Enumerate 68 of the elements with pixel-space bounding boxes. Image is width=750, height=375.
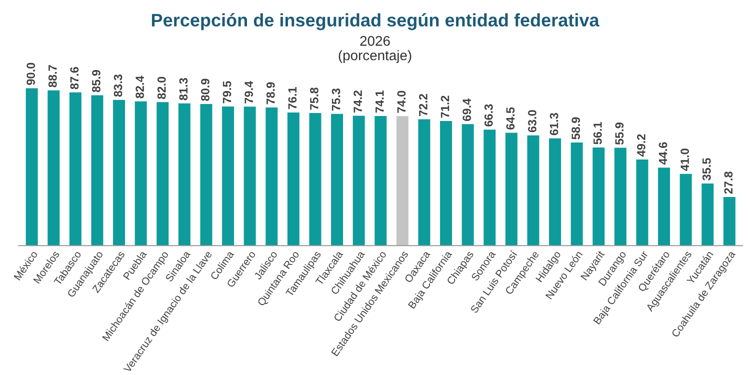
data-label: 90.0 xyxy=(26,62,35,85)
data-label: 64.5 xyxy=(506,107,515,130)
bar xyxy=(723,196,736,246)
data-label: 44.6 xyxy=(658,142,668,165)
data-label: 83.3 xyxy=(114,74,122,97)
bar xyxy=(352,116,365,246)
bar xyxy=(658,168,670,246)
bar xyxy=(244,106,256,246)
data-label: 71.2 xyxy=(440,96,450,118)
bar xyxy=(156,102,169,246)
bar xyxy=(331,114,344,246)
data-label: 82.0 xyxy=(157,76,166,99)
data-label: 76.1 xyxy=(288,87,297,110)
data-label: 63.0 xyxy=(528,110,536,132)
data-label: 75.8 xyxy=(310,88,318,110)
bar xyxy=(200,104,212,246)
bar xyxy=(484,130,496,246)
bar xyxy=(636,160,648,246)
data-label: 88.7 xyxy=(48,65,57,88)
data-label: 74.2 xyxy=(354,90,362,112)
data-label: 69.4 xyxy=(462,98,471,121)
bar xyxy=(48,90,60,246)
data-label: 35.5 xyxy=(702,158,711,180)
bar xyxy=(309,112,322,246)
data-label: 72.2 xyxy=(419,94,428,116)
data-label: 87.6 xyxy=(70,66,79,90)
bar xyxy=(527,135,540,246)
data-label: 79.5 xyxy=(222,81,232,104)
bar xyxy=(592,147,605,246)
chart-subtitle: 2026 (porcentaje) xyxy=(338,36,412,64)
bar xyxy=(614,148,626,246)
data-label: 85.9 xyxy=(92,70,100,92)
data-label: 56.1 xyxy=(593,122,602,144)
data-label: 41.0 xyxy=(680,148,689,171)
data-label: 27.8 xyxy=(724,172,733,194)
bar xyxy=(266,108,278,246)
data-label: 80.9 xyxy=(201,78,210,101)
bar xyxy=(69,92,82,246)
bar xyxy=(505,132,518,246)
data-label: 66.3 xyxy=(484,104,493,126)
data-label: 74.1 xyxy=(376,90,384,113)
bar xyxy=(374,116,387,246)
bar xyxy=(91,95,104,246)
bar xyxy=(418,119,430,246)
chart-title: Percepción de inseguridad según entidad federativa xyxy=(152,13,600,30)
data-label: 78.9 xyxy=(266,82,275,104)
bar xyxy=(549,138,562,246)
data-label: 82.4 xyxy=(136,76,144,98)
bar xyxy=(134,101,147,246)
bar xyxy=(222,106,234,246)
data-label: 55.9 xyxy=(615,122,624,145)
bar xyxy=(440,121,452,246)
data-label: 81.3 xyxy=(179,78,188,100)
bar xyxy=(680,174,692,246)
bar xyxy=(287,112,300,246)
data-label: 75.3 xyxy=(332,88,340,111)
bar xyxy=(26,88,38,246)
data-label: 74.0 xyxy=(397,90,406,113)
data-label: 49.2 xyxy=(637,134,646,157)
bar xyxy=(570,142,583,246)
bar xyxy=(178,103,190,246)
data-label: 79.4 xyxy=(244,80,253,104)
bar xyxy=(702,184,714,246)
bar xyxy=(462,124,474,246)
bar xyxy=(113,100,126,246)
data-label: 61.3 xyxy=(550,113,558,136)
data-label: 58.9 xyxy=(572,117,580,140)
bar xyxy=(396,116,408,246)
